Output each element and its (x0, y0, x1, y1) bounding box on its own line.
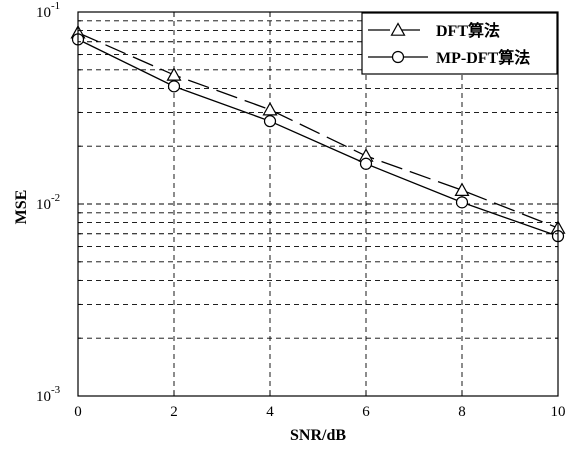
data-point (263, 115, 277, 128)
x-tick-label: 2 (170, 404, 178, 420)
y-tick-exponent: -2 (51, 192, 60, 204)
x-tick-label: 4 (266, 404, 274, 420)
legend-label: DFT算法 (436, 21, 500, 40)
data-point (359, 157, 373, 170)
y-tick-base: 10 (36, 389, 51, 405)
data-point (262, 101, 278, 116)
legend-marker (391, 50, 405, 64)
data-point (167, 80, 181, 93)
y-tick-label: 10-1 (36, 0, 60, 21)
series-line (77, 38, 559, 237)
y-axis-label: MSE (13, 190, 30, 225)
data-point (454, 182, 470, 196)
y-tick-base: 10 (36, 197, 51, 213)
y-tick-label: 10-2 (36, 192, 60, 213)
y-tick-exponent: -3 (51, 384, 61, 396)
legend-marker (390, 22, 406, 36)
y-tick-label: 10-3 (36, 384, 61, 405)
x-axis-label: SNR/dB (290, 427, 346, 444)
data-point (455, 196, 469, 209)
x-tick-label: 8 (458, 404, 466, 420)
y-tick-exponent: -1 (51, 0, 60, 12)
legend-label: MP-DFT算法 (436, 48, 530, 67)
x-tick-label: 10 (551, 404, 566, 420)
legend-box (361, 12, 558, 75)
x-tick-label: 0 (74, 404, 82, 420)
data-point (166, 67, 182, 81)
y-tick-base: 10 (36, 5, 51, 21)
series-line (77, 32, 559, 229)
legend: DFT算法 MP-DFT算法 (361, 12, 558, 75)
x-tick-label: 6 (362, 404, 370, 420)
